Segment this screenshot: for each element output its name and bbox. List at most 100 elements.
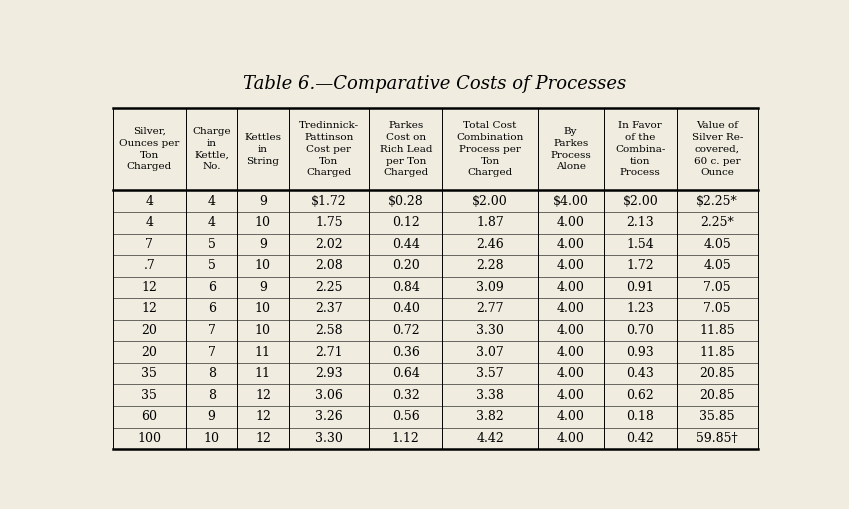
Text: $0.28: $0.28 xyxy=(388,195,424,208)
Text: 100: 100 xyxy=(138,432,161,445)
Text: 1.87: 1.87 xyxy=(476,216,504,229)
Text: $2.25*: $2.25* xyxy=(696,195,738,208)
Text: $2.00: $2.00 xyxy=(622,195,658,208)
Text: 12: 12 xyxy=(255,389,271,402)
Text: 0.44: 0.44 xyxy=(392,238,419,251)
Text: 4.05: 4.05 xyxy=(703,238,731,251)
Text: 3.57: 3.57 xyxy=(476,367,503,380)
Text: 10: 10 xyxy=(204,432,220,445)
Text: 1.12: 1.12 xyxy=(392,432,419,445)
Text: 0.56: 0.56 xyxy=(392,410,419,423)
Text: 7.05: 7.05 xyxy=(704,281,731,294)
Text: 9: 9 xyxy=(259,195,267,208)
Text: 3.07: 3.07 xyxy=(476,346,504,358)
Text: 2.13: 2.13 xyxy=(627,216,655,229)
Text: 9: 9 xyxy=(259,281,267,294)
Text: 8: 8 xyxy=(208,367,216,380)
Text: 0.91: 0.91 xyxy=(627,281,655,294)
Text: 0.84: 0.84 xyxy=(392,281,419,294)
Text: 9: 9 xyxy=(259,238,267,251)
Text: 4.00: 4.00 xyxy=(557,410,585,423)
Text: Total Cost
Combination
Process per
Ton
Charged: Total Cost Combination Process per Ton C… xyxy=(457,121,524,177)
Text: Table 6.—Comparative Costs of Processes: Table 6.—Comparative Costs of Processes xyxy=(244,75,627,93)
Text: 7: 7 xyxy=(208,346,216,358)
Text: Charge
in
Kettle,
No.: Charge in Kettle, No. xyxy=(193,127,231,172)
Text: 10: 10 xyxy=(255,260,271,272)
Text: 4.00: 4.00 xyxy=(557,238,585,251)
Text: 11: 11 xyxy=(255,346,271,358)
Text: 2.93: 2.93 xyxy=(315,367,343,380)
Text: 1.72: 1.72 xyxy=(627,260,654,272)
Text: 4.00: 4.00 xyxy=(557,302,585,316)
Text: 11.85: 11.85 xyxy=(700,346,735,358)
Text: 4: 4 xyxy=(208,195,216,208)
Text: 4.00: 4.00 xyxy=(557,216,585,229)
Text: 0.12: 0.12 xyxy=(392,216,419,229)
Text: 3.30: 3.30 xyxy=(476,324,504,337)
Text: 7: 7 xyxy=(145,238,154,251)
Text: 20: 20 xyxy=(142,346,157,358)
Text: 59.85†: 59.85† xyxy=(696,432,738,445)
Text: 4: 4 xyxy=(145,216,154,229)
Text: 0.42: 0.42 xyxy=(627,432,655,445)
Text: 9: 9 xyxy=(208,410,216,423)
Text: 0.20: 0.20 xyxy=(392,260,419,272)
Text: 0.43: 0.43 xyxy=(627,367,655,380)
Text: 8: 8 xyxy=(208,389,216,402)
Text: 4: 4 xyxy=(208,216,216,229)
Text: 4.00: 4.00 xyxy=(557,346,585,358)
Text: Silver,
Ounces per
Ton
Charged: Silver, Ounces per Ton Charged xyxy=(119,127,179,172)
Text: 10: 10 xyxy=(255,324,271,337)
Text: 4.05: 4.05 xyxy=(703,260,731,272)
Text: 1.23: 1.23 xyxy=(627,302,655,316)
Text: 3.09: 3.09 xyxy=(476,281,504,294)
Text: 20: 20 xyxy=(142,324,157,337)
Text: 0.32: 0.32 xyxy=(392,389,419,402)
Text: 11: 11 xyxy=(255,367,271,380)
Text: 4.00: 4.00 xyxy=(557,324,585,337)
Text: 2.08: 2.08 xyxy=(315,260,343,272)
Text: 11.85: 11.85 xyxy=(700,324,735,337)
Text: 12: 12 xyxy=(255,432,271,445)
Text: 3.26: 3.26 xyxy=(315,410,343,423)
Text: $1.72: $1.72 xyxy=(311,195,346,208)
Text: 7: 7 xyxy=(208,324,216,337)
Text: 2.71: 2.71 xyxy=(315,346,343,358)
Text: 20.85: 20.85 xyxy=(700,367,735,380)
Text: 0.72: 0.72 xyxy=(392,324,419,337)
Text: $4.00: $4.00 xyxy=(553,195,588,208)
Text: 5: 5 xyxy=(208,260,216,272)
Text: 4.00: 4.00 xyxy=(557,281,585,294)
Text: Parkes
Cost on
Rich Lead
per Ton
Charged: Parkes Cost on Rich Lead per Ton Charged xyxy=(380,121,432,177)
Text: 3.30: 3.30 xyxy=(315,432,343,445)
Text: 3.82: 3.82 xyxy=(476,410,504,423)
Text: 4.00: 4.00 xyxy=(557,367,585,380)
Text: 2.37: 2.37 xyxy=(315,302,343,316)
Text: In Favor
of the
Combina-
tion
Process: In Favor of the Combina- tion Process xyxy=(615,121,666,177)
Text: 12: 12 xyxy=(142,302,157,316)
Text: 3.06: 3.06 xyxy=(315,389,343,402)
Text: 2.28: 2.28 xyxy=(476,260,503,272)
Text: 2.58: 2.58 xyxy=(315,324,343,337)
Text: 2.77: 2.77 xyxy=(476,302,503,316)
Text: 12: 12 xyxy=(142,281,157,294)
Text: 4.00: 4.00 xyxy=(557,389,585,402)
Text: 0.18: 0.18 xyxy=(627,410,655,423)
Text: 35.85: 35.85 xyxy=(700,410,735,423)
Text: 35: 35 xyxy=(142,367,157,380)
Text: 4: 4 xyxy=(145,195,154,208)
Text: 1.75: 1.75 xyxy=(315,216,343,229)
Text: 12: 12 xyxy=(255,410,271,423)
Text: 10: 10 xyxy=(255,216,271,229)
Text: Kettles
in
String: Kettles in String xyxy=(245,133,281,165)
Text: 5: 5 xyxy=(208,238,216,251)
Text: Value of
Silver Re-
covered,
60 c. per
Ounce: Value of Silver Re- covered, 60 c. per O… xyxy=(692,121,743,177)
Text: 2.02: 2.02 xyxy=(315,238,343,251)
Text: 2.25*: 2.25* xyxy=(700,216,734,229)
Text: 0.93: 0.93 xyxy=(627,346,655,358)
Text: 0.40: 0.40 xyxy=(392,302,419,316)
Text: 4.00: 4.00 xyxy=(557,260,585,272)
Text: 2.46: 2.46 xyxy=(476,238,504,251)
Text: 20.85: 20.85 xyxy=(700,389,735,402)
Text: By
Parkes
Process
Alone: By Parkes Process Alone xyxy=(550,127,591,172)
